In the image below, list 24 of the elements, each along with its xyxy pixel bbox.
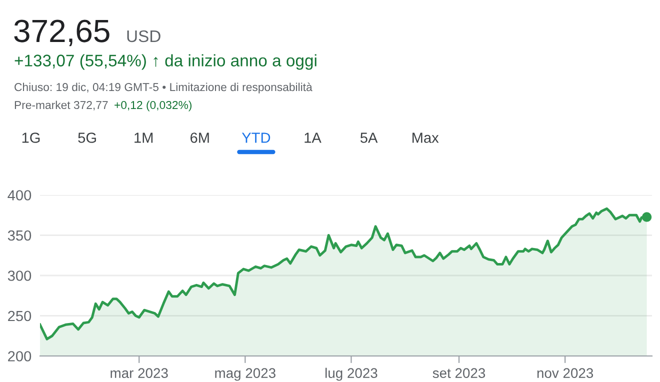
text: Chiuso: 19 dic, 04:19 GMT-5 • Limitazione di responsabilità <box>14 82 312 94</box>
text: 1G <box>22 132 40 143</box>
text: +133,07 (55,54%) ↑ da inizio anno a oggi <box>14 54 316 70</box>
x-tick-label: mar 2023 <box>110 368 168 378</box>
y-tick-label: 250 <box>8 310 32 322</box>
y-tick-label: 350 <box>8 230 32 241</box>
text: USD <box>127 30 160 42</box>
text: 1A <box>304 132 322 143</box>
text: 5A <box>360 132 378 143</box>
text: 1M <box>134 132 153 143</box>
text: Max <box>412 132 439 143</box>
text: 5G <box>78 132 96 143</box>
text: +0,12 (0,032%) <box>114 100 192 112</box>
text: Pre-market 372,77 <box>14 100 108 110</box>
x-tick-label: set 2023 <box>432 368 486 378</box>
text: YTD <box>242 132 270 143</box>
chart-title: 372,65 <box>14 20 110 46</box>
y-tick-label: 200 <box>8 351 32 362</box>
x-tick-label: mag 2023 <box>215 368 276 381</box>
text: 6M <box>190 132 209 143</box>
x-tick-label: nov 2023 <box>537 368 594 378</box>
x-tick-label: lug 2023 <box>326 368 378 381</box>
y-tick-label: 300 <box>8 270 32 281</box>
y-tick-label: 400 <box>8 190 32 200</box>
